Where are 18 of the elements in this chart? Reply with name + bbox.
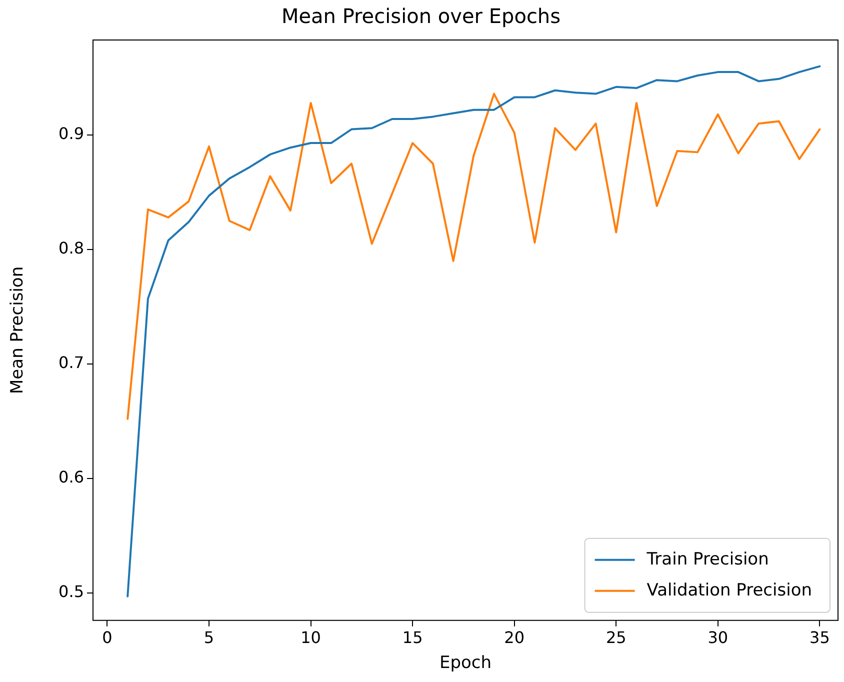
x-tick-label: 35 — [810, 628, 830, 648]
x-tick-label: 5 — [204, 628, 214, 648]
x-tick-label: 10 — [300, 628, 321, 648]
x-tick-label: 15 — [402, 628, 423, 648]
x-tick-label: 20 — [504, 628, 525, 648]
y-axis-title: Mean Precision — [8, 266, 28, 394]
y-tick-label: 0.7 — [58, 353, 84, 372]
y-tick-label: 0.8 — [58, 238, 84, 258]
x-tick-label: 25 — [606, 628, 626, 648]
y-tick-label: 0.9 — [58, 124, 84, 144]
y-tick-label: 0.5 — [58, 582, 84, 602]
x-tick-label: 30 — [708, 628, 728, 648]
chart-title: Mean Precision over Epochs — [281, 4, 561, 28]
legend-label: Train Precision — [646, 549, 769, 570]
legend-label: Validation Precision — [646, 580, 812, 600]
y-tick-label: 0.6 — [58, 468, 84, 487]
x-axis-title: Epoch — [439, 653, 492, 674]
x-tick-label: 0 — [102, 628, 112, 648]
